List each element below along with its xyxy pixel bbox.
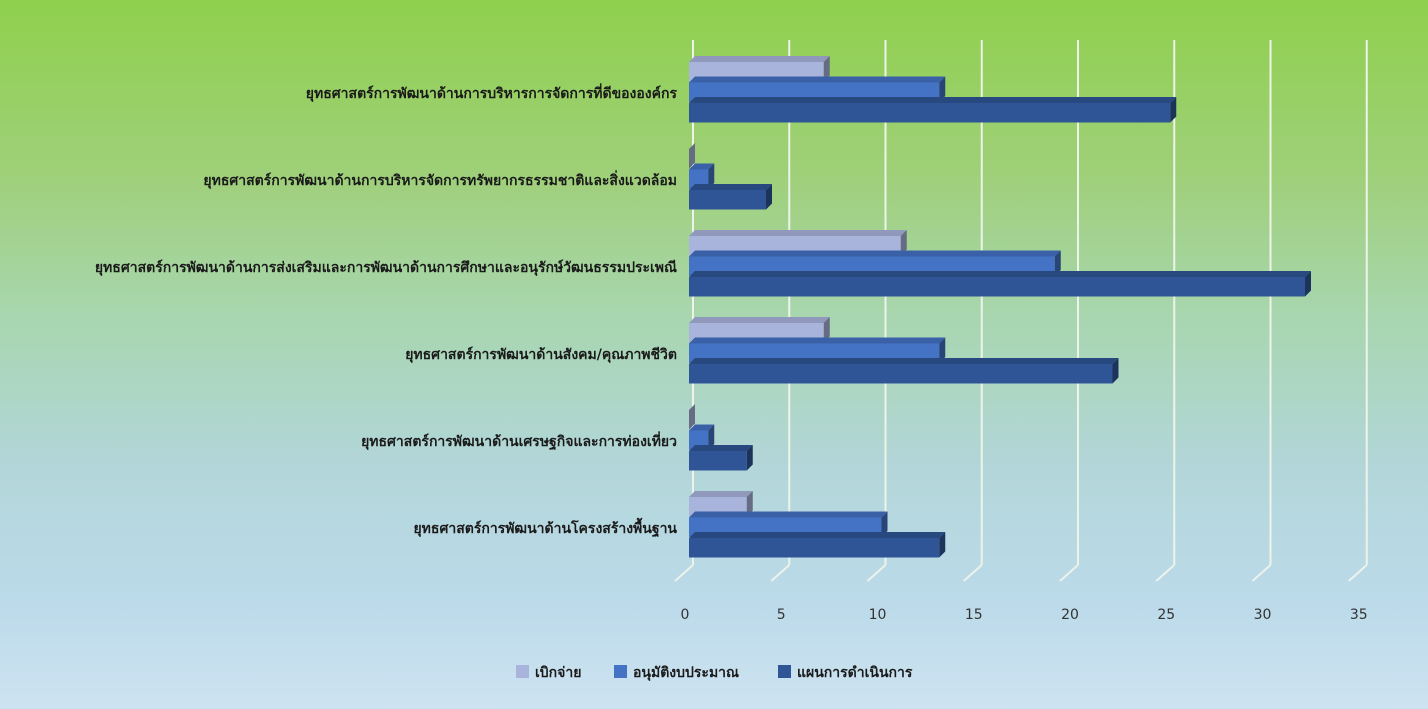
x-tick-label: 35 bbox=[1350, 607, 1368, 623]
legend-swatch bbox=[614, 665, 627, 678]
bar bbox=[689, 404, 695, 430]
bars bbox=[689, 56, 1311, 558]
legend-label: เบิกจ่าย bbox=[535, 665, 581, 681]
bar bbox=[689, 143, 695, 169]
bar bbox=[689, 445, 753, 471]
legend-item: เบิกจ่าย bbox=[516, 665, 581, 681]
gridline-floor bbox=[1251, 564, 1272, 582]
category-label: ยุทธศาสตร์การพัฒนาด้านการบริหารการจัดการ… bbox=[306, 83, 678, 102]
bar bbox=[689, 358, 1119, 384]
category-label: ยุทธศาสตร์การพัฒนาด้านการบริหารจัดการทรั… bbox=[203, 170, 677, 189]
legend: เบิกจ่าย อนุมัติงบประมาณ แผนการดำเนินการ bbox=[516, 665, 913, 681]
legend-label: แผนการดำเนินการ bbox=[797, 665, 913, 681]
gridline-floor bbox=[674, 564, 694, 582]
gridline-floor bbox=[1059, 564, 1079, 582]
x-tick-label: 25 bbox=[1157, 607, 1175, 623]
bar bbox=[689, 532, 946, 558]
gridline-floor bbox=[1348, 564, 1368, 582]
x-axis-ticks: 0 5 10 15 20 25 30 35 bbox=[681, 607, 1368, 623]
x-tick-label: 30 bbox=[1254, 607, 1272, 623]
category-label: ยุทธศาสตร์การพัฒนาด้านสังคม/คุณภาพชีวิต bbox=[405, 346, 677, 363]
x-tick-label: 5 bbox=[777, 607, 786, 623]
gridlines bbox=[674, 40, 1368, 582]
category-label: ยุทธศาสตร์การพัฒนาด้านเศรษฐกิจและการท่อง… bbox=[361, 431, 677, 451]
gridline-floor bbox=[866, 564, 887, 582]
category-label: ยุทธศาสตร์การพัฒนาด้านโครงสร้างพื้นฐาน bbox=[413, 517, 677, 538]
gridline-floor bbox=[963, 564, 983, 582]
bar bbox=[689, 184, 772, 210]
x-tick-label: 20 bbox=[1061, 607, 1079, 623]
x-tick-label: 15 bbox=[965, 607, 983, 623]
bar bbox=[689, 271, 1311, 297]
gridline-floor bbox=[1155, 564, 1175, 582]
legend-swatch bbox=[778, 665, 791, 678]
legend-label: อนุมัติงบประมาณ bbox=[633, 665, 739, 681]
category-labels: ยุทธศาสตร์การพัฒนาด้านการบริหารการจัดการ… bbox=[95, 83, 678, 538]
legend-item: อนุมัติงบประมาณ bbox=[614, 665, 739, 681]
legend-item: แผนการดำเนินการ bbox=[778, 665, 913, 681]
x-tick-label: 0 bbox=[681, 607, 690, 623]
gridline-floor bbox=[770, 564, 790, 582]
legend-swatch bbox=[516, 665, 529, 678]
bar bbox=[689, 97, 1177, 123]
x-tick-label: 10 bbox=[869, 607, 887, 623]
category-label: ยุทธศาสตร์การพัฒนาด้านการส่งเสริมและการพ… bbox=[95, 259, 677, 276]
